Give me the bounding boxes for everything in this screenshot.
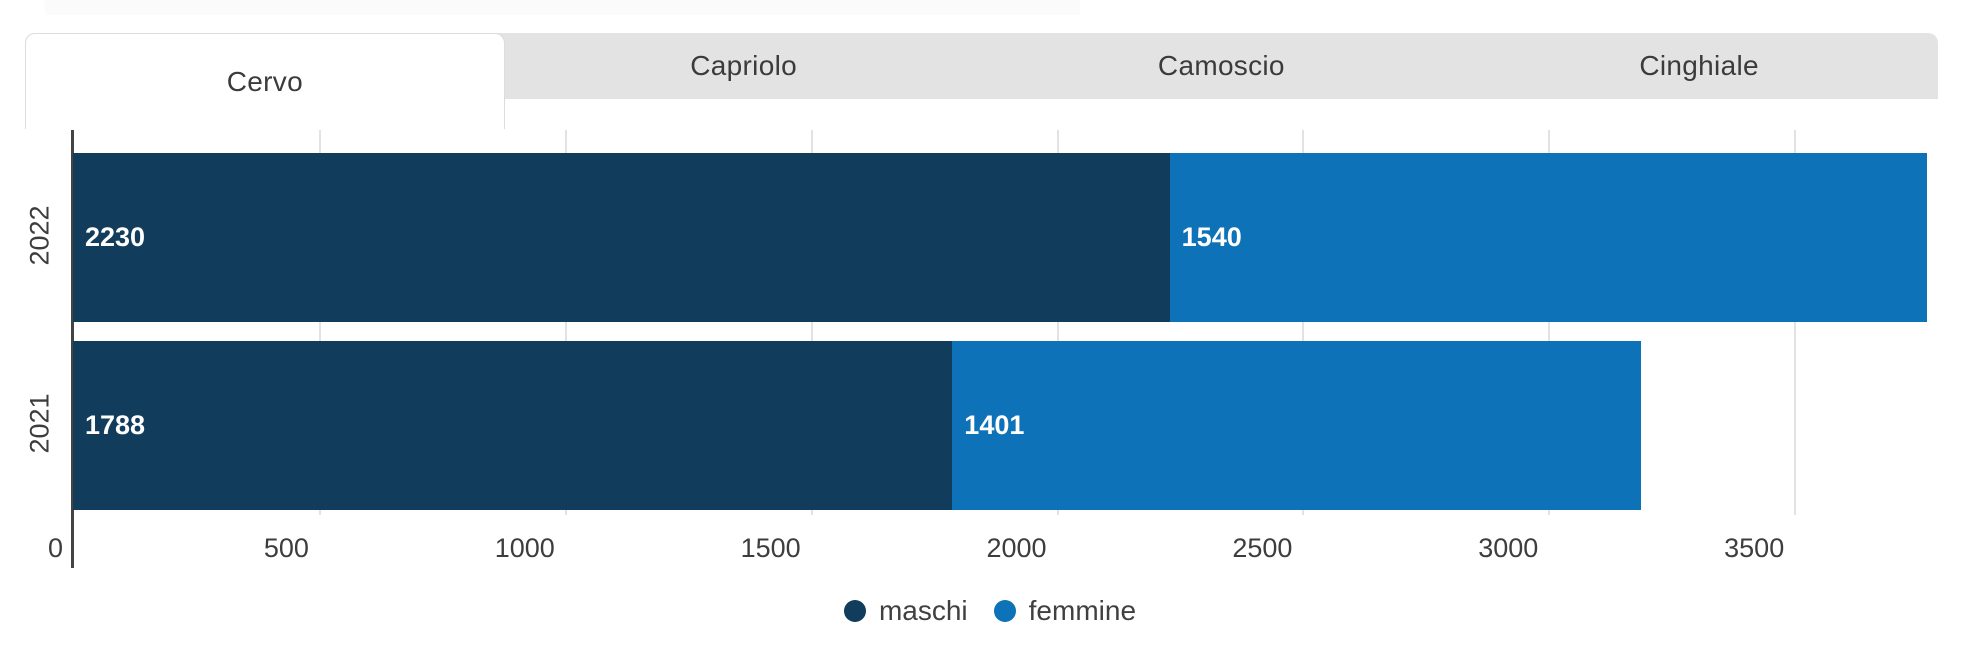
bar-segment-maschi-2022[interactable] bbox=[73, 153, 1170, 322]
x-tick-label-0: 0 bbox=[47, 533, 63, 563]
tab-camoscio[interactable]: Camoscio bbox=[1157, 50, 1285, 81]
gridline-1000 bbox=[564, 130, 567, 515]
stacked-bar-chart: 2230 1540 2022 1788 1401 2021 0 500 1000 1500 2000… bbox=[0, 100, 1980, 646]
x-tick-label-1500: 1500 bbox=[740, 533, 801, 563]
bar-segment-femmine-2022[interactable] bbox=[1169, 153, 1927, 322]
x-tick-label-500: 500 bbox=[263, 533, 309, 563]
gridline-3000 bbox=[1548, 130, 1551, 515]
x-tick-label-2500: 2500 bbox=[1232, 533, 1293, 563]
tab-cinghiale[interactable]: Cinghiale bbox=[1639, 50, 1759, 81]
bar-value-label-femmine-2021: 1401 bbox=[964, 410, 1025, 440]
chart-legend: maschi femmine bbox=[0, 595, 1980, 627]
bar-segment-femmine-2021[interactable] bbox=[952, 341, 1642, 510]
bar-value-label-femmine-2022: 1540 bbox=[1181, 222, 1242, 252]
y-axis-label-2022: 2022 bbox=[24, 204, 55, 266]
gridline-3500 bbox=[1794, 130, 1797, 515]
tab-capriolo[interactable]: Capriolo bbox=[690, 50, 797, 81]
species-tab-bar: Cervo Capriolo Camoscio Cinghiale bbox=[25, 33, 1938, 129]
tab-cervo[interactable]: Cervo bbox=[25, 33, 505, 129]
legend-item-maschi[interactable]: maschi bbox=[843, 595, 968, 627]
x-tick-label-1000: 1000 bbox=[494, 533, 555, 563]
legend-dot-maschi bbox=[843, 600, 866, 622]
legend-label-maschi: maschi bbox=[878, 595, 968, 626]
x-tick-label-2000: 2000 bbox=[986, 533, 1047, 563]
bar-segment-maschi-2021[interactable] bbox=[73, 341, 953, 510]
legend-dot-femmine bbox=[993, 600, 1016, 622]
cropped-top-element bbox=[45, 0, 1080, 15]
x-tick-label-3000: 3000 bbox=[1478, 533, 1539, 563]
y-axis-line bbox=[71, 130, 74, 568]
gridline-1500 bbox=[810, 130, 813, 515]
bar-value-label-maschi-2022: 2230 bbox=[85, 222, 146, 252]
legend-item-femmine[interactable]: femmine bbox=[993, 595, 1137, 627]
gridline-500 bbox=[318, 130, 321, 515]
y-axis-label-2021: 2021 bbox=[24, 392, 55, 454]
gridline-2000 bbox=[1056, 130, 1059, 515]
legend-label-femmine: femmine bbox=[1028, 595, 1137, 626]
gridline-2500 bbox=[1302, 130, 1305, 515]
bar-value-label-maschi-2021: 1788 bbox=[85, 410, 146, 440]
x-tick-label-3500: 3500 bbox=[1724, 533, 1785, 563]
